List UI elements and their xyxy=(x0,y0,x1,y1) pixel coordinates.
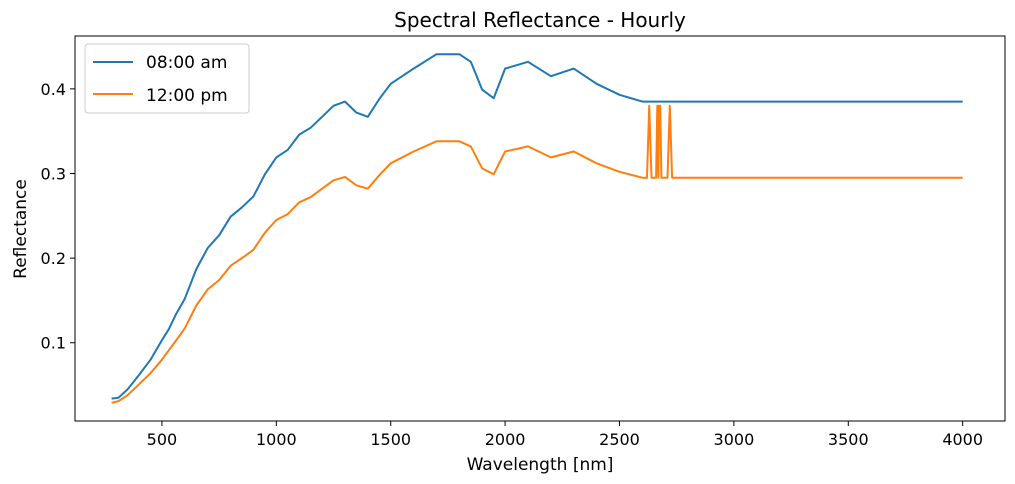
y-axis-label: Reflectance xyxy=(11,179,31,279)
legend: 08:00 am 12:00 pm xyxy=(84,43,250,114)
y-tick-label: 0.3 xyxy=(41,165,66,184)
x-tick-label: 3000 xyxy=(714,430,755,449)
x-tick-label: 1000 xyxy=(256,430,297,449)
series-line-2 xyxy=(111,104,963,404)
plot-frame xyxy=(74,35,1006,422)
plot-lines xyxy=(111,53,963,404)
x-tick-label: 4000 xyxy=(942,430,983,449)
x-tick-label: 2000 xyxy=(485,430,526,449)
series-line-1 xyxy=(111,53,963,400)
x-axis: 500 1000 1500 2000 2500 3000 3500 4000 xyxy=(147,421,983,449)
y-axis: 0.1 0.2 0.3 0.4 xyxy=(41,80,75,353)
y-tick-label: 0.4 xyxy=(41,80,66,99)
chart-title: Spectral Reflectance - Hourly xyxy=(394,8,686,32)
y-tick-label: 0.1 xyxy=(41,334,66,353)
x-tick-label: 500 xyxy=(147,430,178,449)
legend-label-series-2: 12:00 pm xyxy=(146,86,228,106)
x-axis-label: Wavelength [nm] xyxy=(467,455,614,475)
y-tick-label: 0.2 xyxy=(41,249,66,268)
x-tick-label: 1500 xyxy=(370,430,411,449)
x-tick-label: 2500 xyxy=(599,430,640,449)
legend-label-series-1: 08:00 am xyxy=(146,53,227,73)
x-tick-label: 3500 xyxy=(828,430,869,449)
